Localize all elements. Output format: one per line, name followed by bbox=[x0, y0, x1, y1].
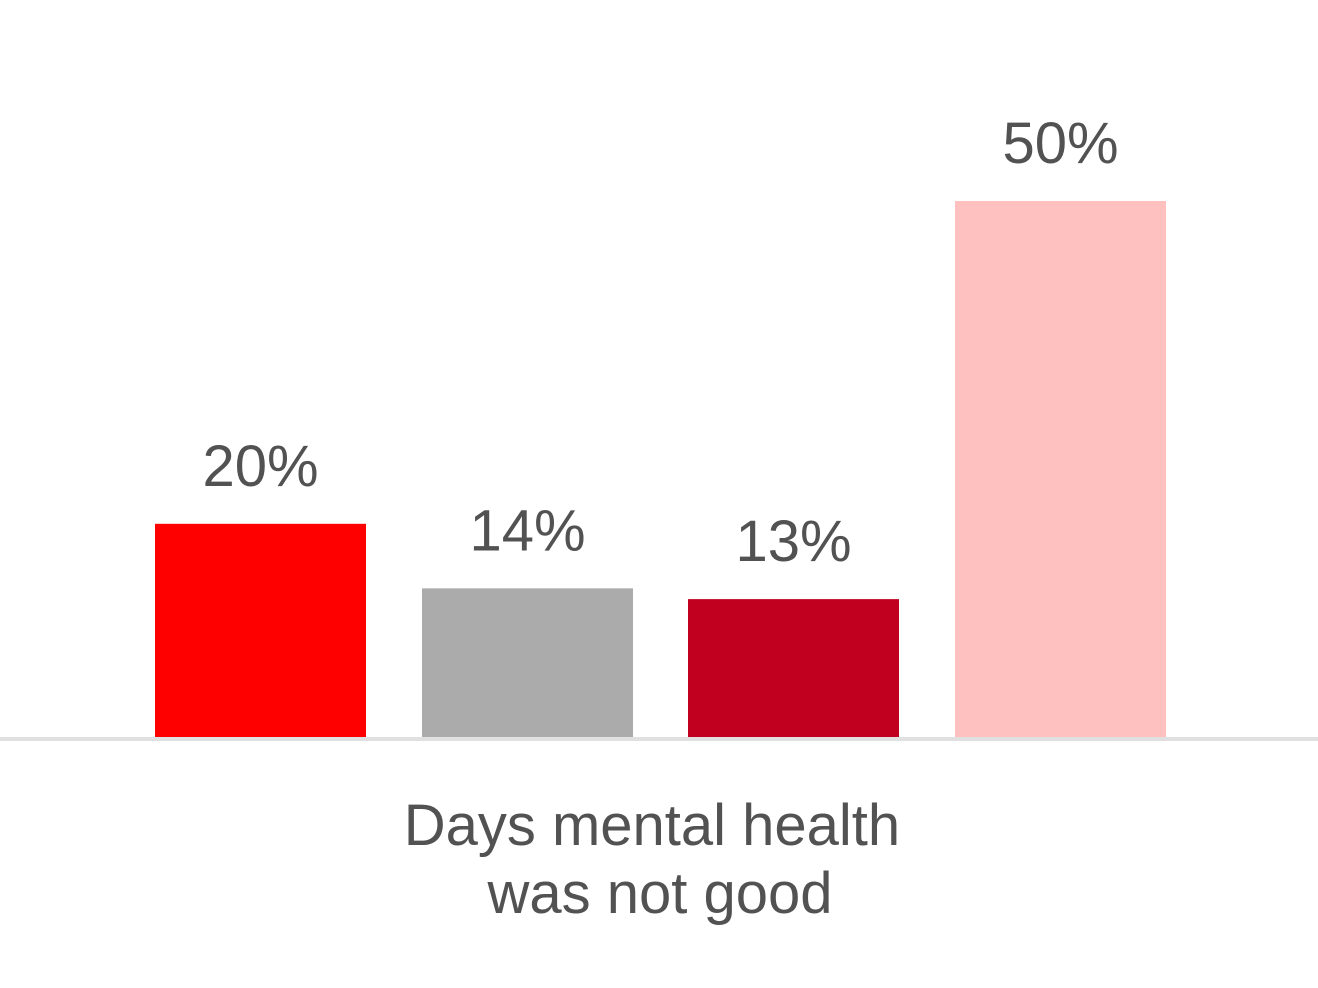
bar-4 bbox=[955, 201, 1166, 739]
category-label-line-1: Days mental health bbox=[404, 793, 900, 858]
bar-1 bbox=[155, 523, 366, 739]
bar-2-value-label: 14% bbox=[469, 498, 585, 563]
category-label: Days mental health was not good bbox=[404, 793, 917, 926]
bar-2 bbox=[422, 588, 633, 739]
bar-3-value-label: 13% bbox=[735, 509, 851, 574]
bar-4-value-label: 50% bbox=[1002, 111, 1118, 176]
value-labels-group: 20% 14% 13% 50% bbox=[202, 111, 1118, 574]
bar-3 bbox=[688, 599, 899, 739]
category-label-line-2: was not good bbox=[486, 861, 832, 926]
bar-1-value-label: 20% bbox=[202, 434, 318, 499]
bars-group bbox=[155, 201, 1166, 739]
